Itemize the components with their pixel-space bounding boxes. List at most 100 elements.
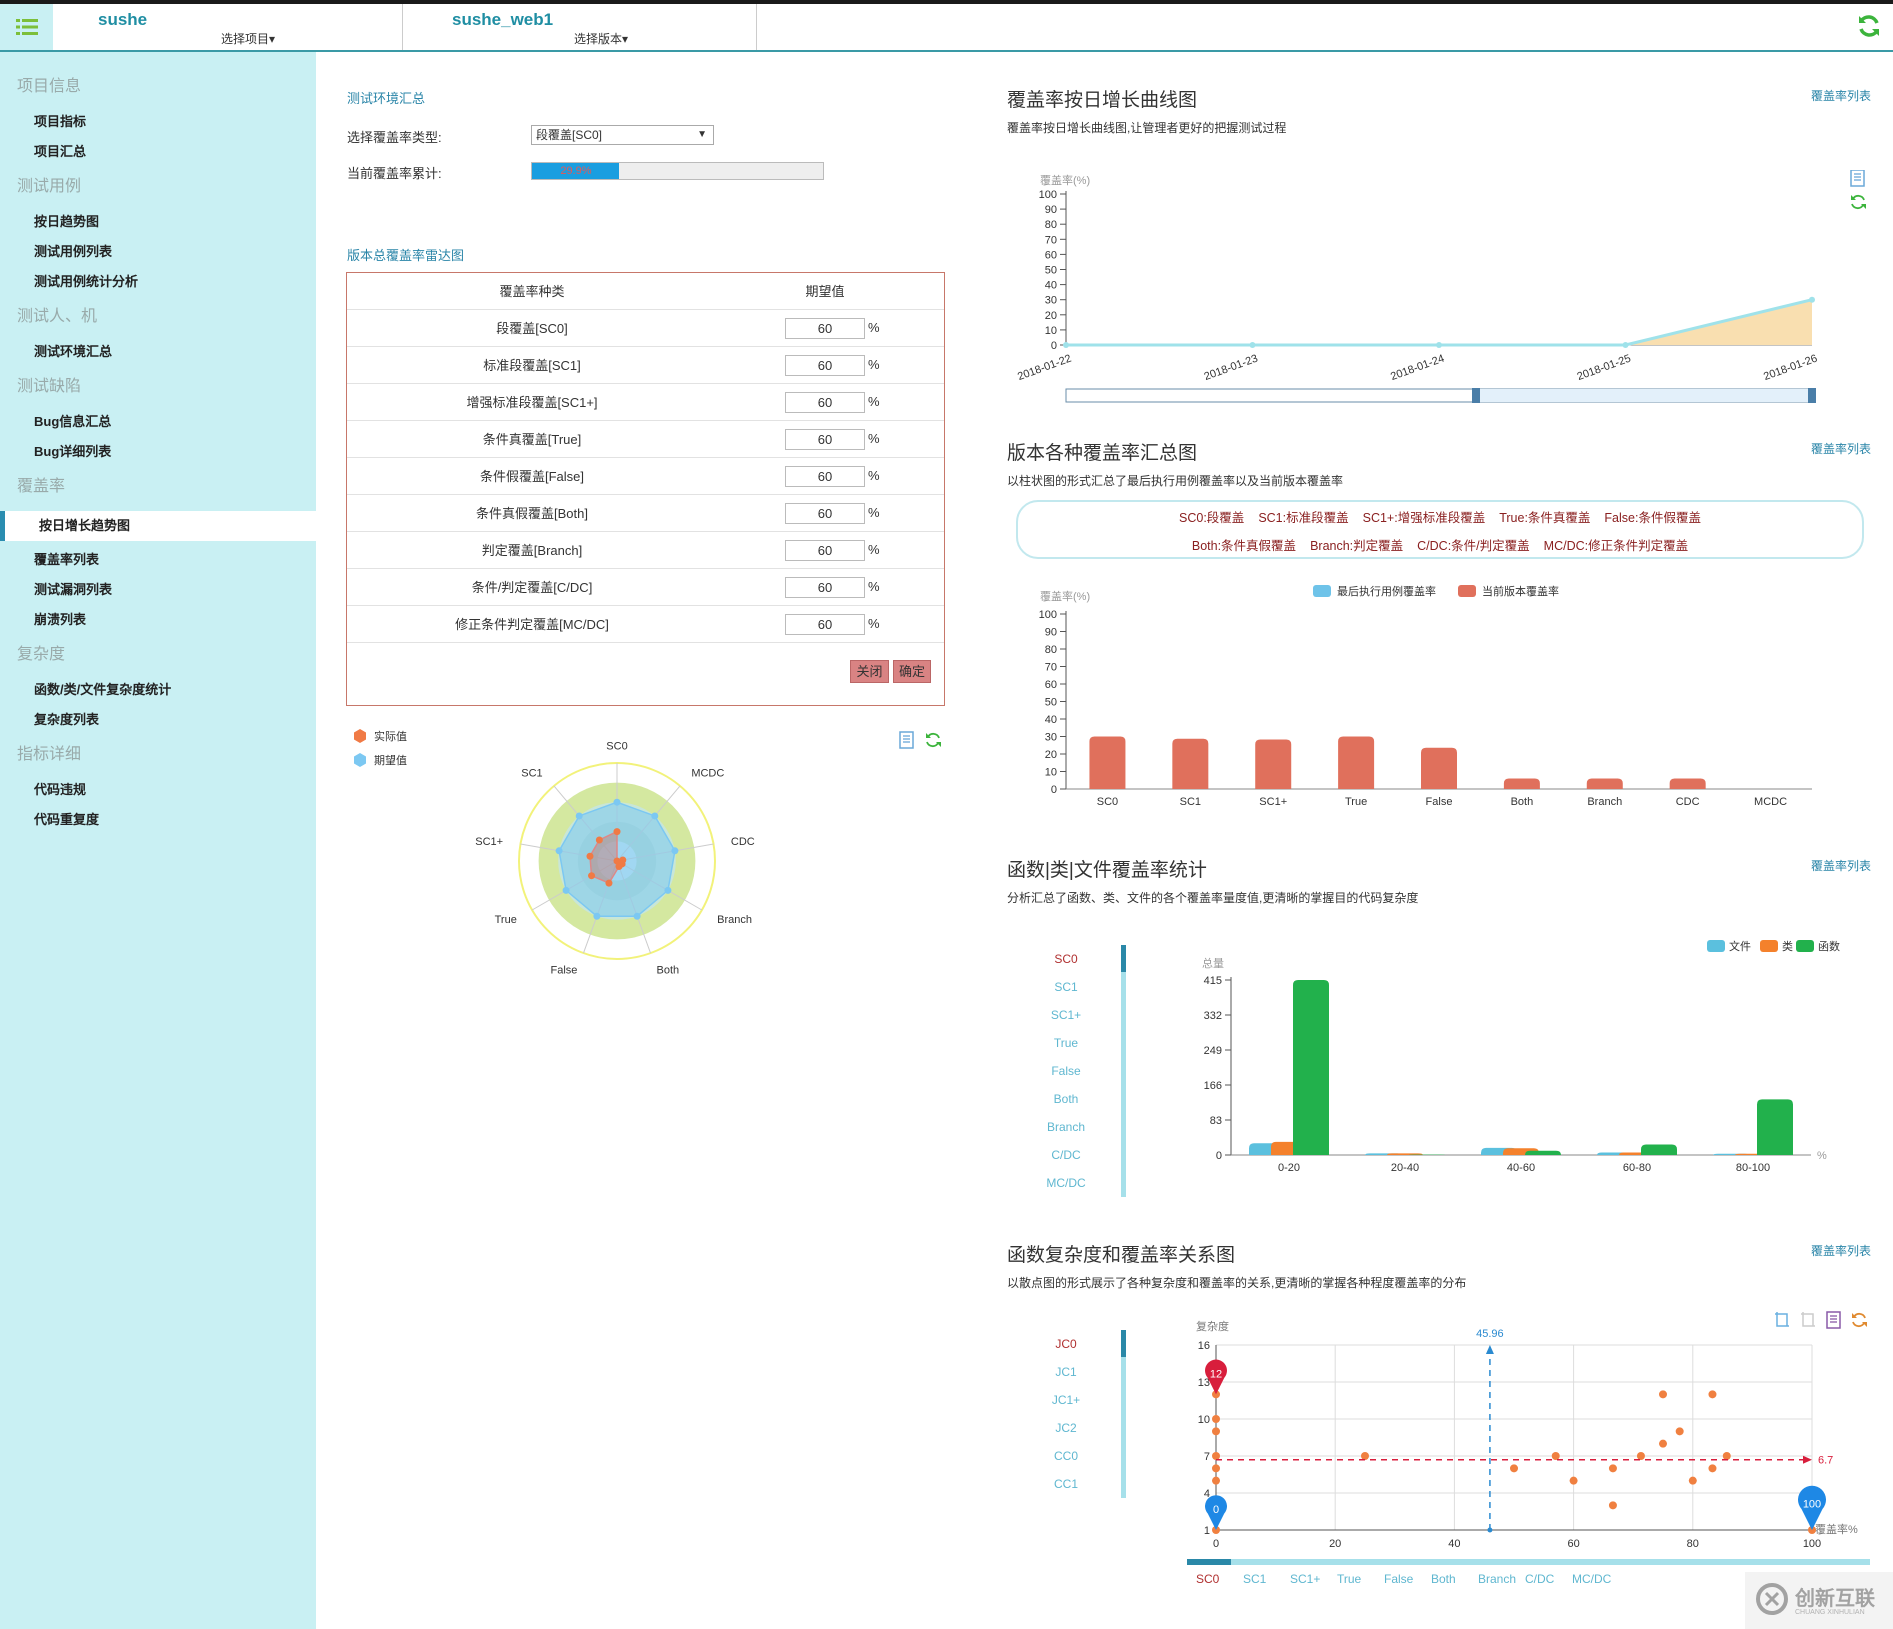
close-button[interactable]: 关闭 (850, 660, 889, 683)
sidebar-item[interactable]: 崩溃列表 (34, 612, 87, 627)
coverage-type-tab[interactable]: Branch (1478, 1572, 1517, 1586)
radar-indicator-label: CDC (731, 836, 755, 848)
restore-icon[interactable] (1852, 1312, 1867, 1328)
coverage-type-tab[interactable]: Both (1431, 1572, 1456, 1586)
confirm-button[interactable]: 确定 (893, 660, 931, 683)
sidebar: 项目信息 项目指标 项目汇总 测试用例 按日趋势图 测试用例列表 测试用例统计分析 测试人、机… (0, 52, 316, 1629)
data-view-icon[interactable] (1850, 170, 1865, 187)
scatter-point (1659, 1439, 1667, 1448)
legend-label: 函数 (1818, 940, 1840, 953)
files-coverage-tab[interactable]: Branch (1046, 1120, 1086, 1134)
expected-value-input[interactable]: 60 (785, 540, 865, 561)
slider-handle[interactable] (1808, 388, 1816, 403)
coverage-type-tab[interactable]: C/DC (1525, 1572, 1555, 1586)
coverage-type-tab[interactable]: True (1337, 1572, 1362, 1586)
files-coverage-tab[interactable]: MC/DC (1046, 1176, 1086, 1190)
files-coverage-list-link[interactable]: 覆盖率列表 (1811, 859, 1872, 873)
expected-value-input[interactable]: 60 (785, 614, 865, 635)
expected-value-input[interactable]: 60 (785, 429, 865, 450)
complexity-type-tab[interactable]: JC1+ (1051, 1393, 1081, 1407)
legend-item[interactable]: 实际值 (354, 729, 407, 743)
expected-value-input[interactable]: 60 (785, 577, 865, 598)
sidebar-item[interactable]: 测试用例列表 (34, 244, 113, 259)
sidebar-item[interactable]: Bug信息汇总 (34, 414, 112, 429)
mean-line-arrow (1485, 1345, 1494, 1354)
coverage-type-tab[interactable]: SC1 (1243, 1572, 1267, 1586)
legend-item[interactable]: 函数 (1796, 940, 1840, 953)
y-tick-label: 100 (1039, 189, 1057, 201)
legend-item[interactable]: 最后执行用例覆盖率 (1313, 584, 1436, 598)
legend-item[interactable]: 类 (1760, 939, 1793, 953)
version-name: sushe_web1 (452, 10, 554, 29)
files-coverage-tab[interactable]: False (1051, 1064, 1081, 1078)
scrollbar-thumb[interactable] (1187, 1559, 1231, 1565)
complexity-tab-scrollbar[interactable] (1121, 1330, 1126, 1498)
coverage-type-name: 判定覆盖[Branch] (481, 543, 583, 558)
datazoom-slider[interactable] (1065, 388, 1816, 403)
radar-point (664, 886, 672, 894)
sidebar-item[interactable]: 复杂度列表 (34, 712, 100, 727)
expected-value-input[interactable]: 60 (785, 318, 865, 339)
scatter-point (1510, 1464, 1518, 1473)
expected-value-input[interactable]: 60 (785, 392, 865, 413)
sidebar-item[interactable]: 项目指标 (34, 114, 87, 129)
sidebar-item[interactable]: 函数/类/文件复杂度统计 (34, 682, 172, 697)
sidebar-item[interactable]: 项目汇总 (34, 144, 87, 159)
coverage-type-tab[interactable]: MC/DC (1572, 1572, 1612, 1586)
sidebar-item[interactable]: Bug详细列表 (34, 444, 112, 459)
sidebar-item[interactable]: 测试漏洞列表 (34, 582, 113, 597)
refresh-icon[interactable] (1856, 13, 1882, 39)
complexity-type-tab[interactable]: JC0 (1055, 1337, 1077, 1351)
sidebar-item[interactable]: 代码违规 (34, 782, 87, 797)
env-section-title[interactable]: 测试环境汇总 (347, 91, 426, 106)
legend-label: 类 (1782, 939, 1793, 953)
legend-item[interactable]: 文件 (1707, 939, 1751, 953)
coverage-type-tab[interactable]: SC1+ (1290, 1572, 1321, 1586)
coverage-type-tab[interactable]: SC0 (1196, 1572, 1220, 1586)
daily-coverage-list-link[interactable]: 覆盖率列表 (1811, 89, 1872, 103)
summary-coverage-list-link[interactable]: 覆盖率列表 (1811, 442, 1872, 456)
files-coverage-tab[interactable]: SC1 (1054, 980, 1078, 994)
x-tick-label: Both (1511, 796, 1534, 808)
complexity-type-tab[interactable]: JC1 (1055, 1365, 1077, 1379)
slider-handle[interactable] (1472, 388, 1480, 403)
legend-item[interactable]: 期望值 (354, 753, 407, 767)
complexity-type-tab[interactable]: CC1 (1053, 1477, 1078, 1491)
complexity-type-tab[interactable]: CC0 (1053, 1449, 1078, 1463)
x-tick-label: 2018-01-22 (1016, 353, 1073, 384)
bar (1503, 778, 1540, 789)
menu-toggle-button[interactable] (0, 4, 53, 50)
files-coverage-tab[interactable]: Both (1053, 1092, 1079, 1106)
sidebar-item[interactable]: 按日趋势图 (34, 214, 100, 229)
bottom-tab-scrollbar[interactable] (1187, 1559, 1870, 1565)
files-coverage-tab[interactable]: True (1053, 1036, 1079, 1050)
expected-value-input[interactable]: 60 (785, 355, 865, 376)
sidebar-item[interactable]: 测试用例统计分析 (34, 274, 139, 289)
files-tab-scrollbar[interactable] (1121, 945, 1126, 1197)
complexity-type-tab[interactable]: JC2 (1055, 1421, 1077, 1435)
restore-icon[interactable] (926, 732, 941, 748)
files-coverage-tab[interactable]: SC1+ (1050, 1008, 1082, 1022)
sidebar-item[interactable]: 代码重复度 (34, 812, 100, 827)
data-view-icon[interactable] (899, 731, 914, 749)
data-view-icon[interactable] (1826, 1311, 1841, 1329)
zoom-reset-icon[interactable] (1801, 1312, 1815, 1327)
sidebar-item[interactable]: 按日增长趋势图 (0, 511, 316, 541)
scatter-point (1212, 1476, 1220, 1485)
coverage-type-select[interactable]: 段覆盖[SC0] ▼ (531, 125, 714, 145)
sidebar-item[interactable]: 覆盖率列表 (34, 552, 100, 567)
slider-selected-range (1476, 389, 1812, 402)
expected-value-input[interactable]: 60 (785, 466, 865, 487)
sidebar-item[interactable]: 测试环境汇总 (34, 344, 113, 359)
complexity-coverage-list-link[interactable]: 覆盖率列表 (1811, 1244, 1872, 1258)
coverage-type-tab[interactable]: False (1384, 1572, 1414, 1586)
files-coverage-tab[interactable]: SC0 (1054, 952, 1078, 966)
zoom-select-icon[interactable] (1775, 1312, 1789, 1327)
select-version-dropdown[interactable]: 选择版本▾ (574, 32, 629, 46)
expected-value-input[interactable]: 60 (785, 503, 865, 524)
legend-item[interactable]: 当前版本覆盖率 (1458, 584, 1559, 598)
y-tick-label: 20 (1045, 749, 1057, 761)
select-project-dropdown[interactable]: 选择项目▾ (221, 32, 276, 46)
files-coverage-tab[interactable]: C/DC (1051, 1148, 1081, 1162)
restore-icon[interactable] (1851, 194, 1866, 210)
